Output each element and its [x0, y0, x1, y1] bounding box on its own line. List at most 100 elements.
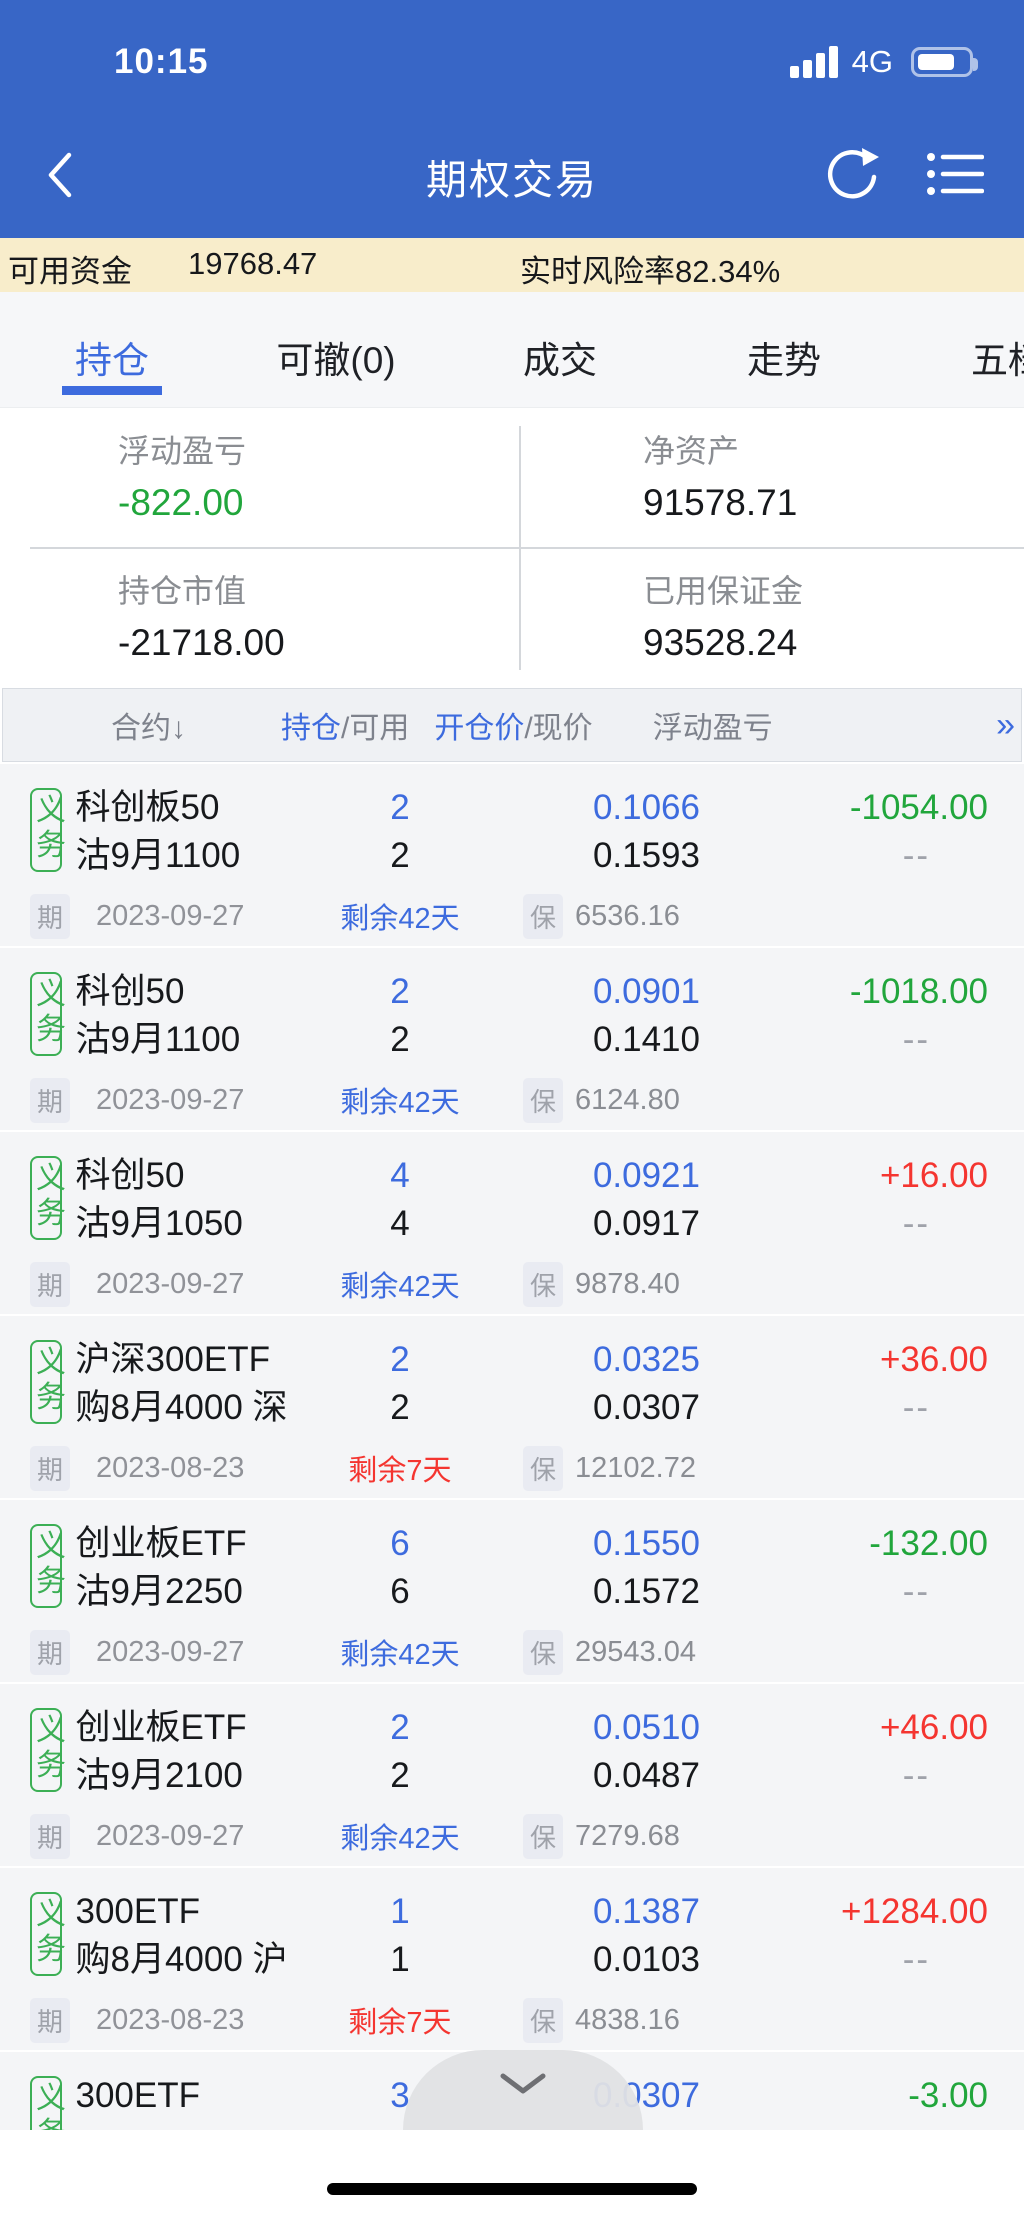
pnl-secondary: --	[902, 1572, 930, 1611]
margin-chip: 保	[523, 1629, 564, 1675]
collapse-handle[interactable]	[403, 2050, 643, 2130]
margin-chip: 保	[523, 893, 564, 939]
available-qty: 2	[390, 1388, 410, 1427]
obligation-badge: 义务	[30, 972, 66, 1056]
col-available: /可用	[341, 712, 410, 745]
position-row[interactable]: 义务 科创板50 沽9月1100 2 2 0.1066 0.1593 -1054…	[0, 764, 1024, 946]
obligation-badge: 义务	[30, 2076, 66, 2130]
status-bar: 10:15 4G	[0, 0, 1024, 110]
chevron-down-icon	[500, 2073, 546, 2094]
position-qty: 6	[390, 1524, 410, 1563]
last-price: 0.1410	[592, 1020, 700, 1059]
margin-chip: 保	[523, 1997, 564, 2043]
margin-value: 9878.40	[575, 1267, 680, 1300]
pnl-secondary: --	[902, 1756, 930, 1795]
nav-bar: 期权交易	[0, 110, 1024, 238]
open-price: 0.0325	[592, 1340, 700, 1379]
expiry-chip: 期	[30, 1629, 71, 1675]
margin-chip: 保	[523, 1445, 564, 1491]
available-qty: 6	[390, 1572, 410, 1611]
open-price: 0.0901	[592, 972, 700, 1011]
last-price: 0.0917	[592, 1204, 700, 1243]
contract-detail: 沽9月2100	[75, 1756, 243, 1795]
position-row[interactable]: 义务 科创50 沽9月1050 4 4 0.0921 0.0917 +16.00	[0, 1132, 1024, 1314]
margin-value: 6124.80	[575, 1083, 680, 1116]
open-price: 0.1387	[592, 1892, 700, 1931]
obligation-badge: 义务	[30, 1340, 66, 1424]
summary-market-value: 持仓市值 -21718.00	[118, 573, 285, 663]
position-row[interactable]: 义务 创业板ETF 沽9月2250 6 6 0.1550 0.1572 -132…	[0, 1500, 1024, 1682]
tab-fills[interactable]: 成交	[523, 340, 597, 381]
position-qty: 2	[390, 1708, 410, 1747]
pnl-secondary: --	[902, 1388, 930, 1427]
expiry-date: 2023-08-23	[96, 1451, 245, 1484]
battery-icon	[911, 47, 978, 77]
pnl-value: -132.00	[869, 1524, 988, 1563]
col-contract-sort[interactable]: 合约↓	[111, 712, 186, 745]
account-summary: 浮动盈亏 -822.00 净资产 91578.71 持仓市值 -21718.00…	[0, 408, 1024, 688]
col-floating-pnl[interactable]: 浮动盈亏	[652, 712, 773, 745]
position-qty: 2	[390, 788, 410, 827]
contract-name: 创业板ETF	[75, 1708, 247, 1747]
position-qty: 2	[390, 1340, 410, 1379]
days-remaining: 剩余42天	[340, 903, 460, 935]
position-row[interactable]: 义务 300ETF 购8月4000 沪 1 1 0.1387 0.0103 +1…	[0, 1868, 1024, 2050]
expiry-chip: 期	[30, 1077, 71, 1123]
list-menu-icon[interactable]	[926, 149, 985, 204]
contract-name: 300ETF	[75, 2076, 201, 2115]
col-last-price: /现价	[524, 712, 593, 745]
open-price: 0.0510	[592, 1708, 700, 1747]
contract-name: 沪深300ETF	[75, 1340, 271, 1379]
obligation-badge: 义务	[30, 788, 66, 872]
position-qty: 2	[390, 972, 410, 1011]
days-remaining: 剩余42天	[340, 1639, 460, 1671]
contract-detail: 购8月4000 沪	[75, 1940, 288, 1979]
back-icon[interactable]	[44, 148, 76, 207]
last-price: 0.0487	[592, 1756, 700, 1795]
contract-name: 创业板ETF	[75, 1524, 247, 1563]
more-columns-icon[interactable]: »	[996, 705, 1015, 744]
position-row[interactable]: 义务 科创50 沽9月1100 2 2 0.0901 0.1410 -1018.…	[0, 948, 1024, 1130]
expiry-chip: 期	[30, 1445, 71, 1491]
days-remaining: 剩余42天	[340, 1271, 460, 1303]
position-qty: 4	[390, 1156, 410, 1195]
available-qty: 2	[390, 1756, 410, 1795]
available-qty: 4	[390, 1204, 410, 1243]
open-price: 0.0921	[592, 1156, 700, 1195]
contract-name: 科创50	[75, 1156, 185, 1195]
margin-value: 4838.16	[575, 2003, 680, 2036]
contract-name: 科创50	[75, 972, 185, 1011]
pnl-secondary: --	[902, 836, 930, 875]
open-price: 0.1066	[592, 788, 700, 827]
pnl-value: +1284.00	[841, 1892, 988, 1931]
tab-positions[interactable]: 持仓	[0, 292, 224, 407]
position-row[interactable]: 义务 创业板ETF 沽9月2100 2 2 0.0510 0.0487 +46.…	[0, 1684, 1024, 1866]
expiry-date: 2023-09-27	[96, 1083, 245, 1116]
contract-detail: 购8月4000 深	[75, 1388, 288, 1427]
position-row[interactable]: 义务 沪深300ETF 购8月4000 深 2 2 0.0325 0.0307 …	[0, 1316, 1024, 1498]
col-position[interactable]: 持仓	[281, 712, 341, 745]
pnl-secondary: --	[902, 1204, 930, 1243]
summary-net-assets: 净资产 91578.71	[643, 433, 798, 523]
tab-depth[interactable]: 五档	[971, 340, 1024, 381]
available-funds-label: 可用资金	[8, 254, 132, 289]
last-price: 0.0307	[592, 1388, 700, 1427]
refresh-icon[interactable]	[822, 144, 882, 209]
pnl-value: +16.00	[879, 1156, 988, 1195]
network-type: 4G	[851, 44, 893, 79]
pnl-value: -1054.00	[849, 788, 988, 827]
available-funds-value: 19768.47	[188, 246, 318, 281]
pnl-secondary: --	[902, 1020, 930, 1059]
contract-detail: 沽9月1100	[75, 1020, 241, 1059]
available-qty: 2	[390, 1020, 410, 1059]
open-price: 0.1550	[592, 1524, 700, 1563]
available-qty: 2	[390, 836, 410, 875]
tab-trend[interactable]: 走势	[747, 340, 821, 381]
tab-cancelable[interactable]: 可撤(0)	[276, 340, 396, 381]
margin-value: 29543.04	[575, 1635, 696, 1668]
margin-value: 7279.68	[575, 1819, 680, 1852]
expiry-date: 2023-09-27	[96, 1635, 245, 1668]
home-indicator[interactable]	[327, 2183, 697, 2195]
col-open-price[interactable]: 开仓价	[434, 712, 525, 745]
